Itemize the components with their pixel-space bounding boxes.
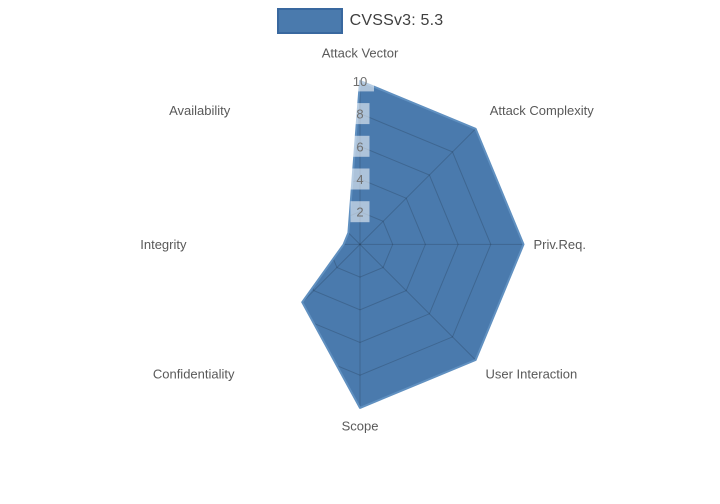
radial-tick-bg [346,70,374,92]
radial-tick-label: 6 [356,139,363,154]
grid-spoke [359,128,476,245]
radar-grid [302,80,524,408]
axis-label-availability: Availability [169,103,231,118]
axis-label-priv-req: Priv.Req. [534,237,587,252]
cvssv3-series-fill [302,80,524,408]
radial-tick-bg [350,103,370,125]
legend-label: CVSSv3: 5.3 [349,12,444,29]
axis-label-user-interaction: User Interaction [486,366,578,381]
radial-tick-label: 8 [356,107,363,122]
axis-label-integrity: Integrity [140,237,187,252]
axis-label-scope: Scope [342,418,379,433]
radial-tick-bg [350,135,370,157]
grid-ring [302,145,459,344]
radial-tick-label: 2 [356,205,363,220]
grid-spoke [359,244,476,361]
grid-spoke [302,128,361,245]
axis-label-attack-vector: Attack Vector [322,45,399,60]
radial-tick-bg [350,168,370,190]
axis-label-confidentiality: Confidentiality [153,366,235,381]
legend-swatch [276,8,343,34]
grid-ring [302,113,492,376]
radial-tick-bg [350,201,370,223]
radial-tick-label: 10 [353,74,367,89]
axis-label-attack-complexity: Attack Complexity [490,103,595,118]
radial-tick-label: 4 [356,172,363,187]
legend-item-cvssv3[interactable]: CVSSv3: 5.3 [0,8,720,34]
cvssv3-series-outline [301,79,525,409]
grid-spoke [302,244,361,361]
